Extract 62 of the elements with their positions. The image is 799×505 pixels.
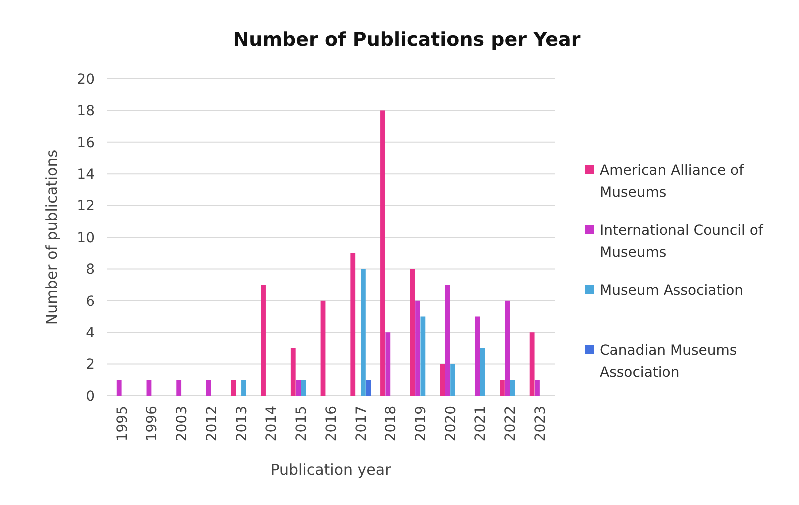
x-tick-label: 2020 [443, 406, 460, 442]
bar [386, 332, 391, 396]
x-tick-label: 1996 [144, 406, 161, 442]
bar [475, 316, 480, 396]
bar [450, 364, 456, 396]
x-tick-label: 2018 [384, 406, 400, 442]
bar [416, 300, 420, 396]
bar [366, 380, 372, 396]
bar [320, 300, 326, 396]
y-tick-label: 8 [86, 262, 95, 278]
bar [146, 380, 152, 396]
bar [505, 300, 510, 396]
bar [296, 380, 302, 396]
chart-title: Number of Publications per Year [233, 29, 582, 51]
bar [231, 380, 236, 396]
x-tick-label: 2021 [473, 406, 490, 442]
x-tick-label: 1995 [114, 406, 131, 442]
bar [510, 380, 516, 396]
y-tick-label: 12 [77, 198, 95, 215]
bar [530, 332, 535, 396]
bar [116, 380, 122, 396]
x-axis-title: Publication year [270, 461, 392, 479]
bar [500, 380, 505, 396]
bar [420, 316, 426, 396]
bar [242, 380, 246, 396]
y-tick-label: 6 [86, 294, 96, 310]
bar [410, 269, 416, 396]
y-tick-label: 4 [86, 326, 96, 342]
bar [206, 380, 212, 396]
x-tick-label: 2022 [503, 406, 520, 442]
x-tick-label: 2003 [174, 406, 191, 442]
y-tick-label: 0 [86, 388, 95, 405]
bar [290, 348, 296, 396]
x-tick-label: 2015 [294, 406, 310, 442]
x-tick-label: 2013 [234, 406, 250, 442]
bar [380, 110, 386, 396]
bar [445, 285, 450, 396]
x-tick-label: 2016 [324, 406, 340, 442]
bar [480, 348, 486, 396]
bar [350, 253, 356, 396]
legend-label: International Council of Museums [600, 222, 764, 261]
y-tick-label: 18 [77, 104, 95, 120]
bar [360, 269, 366, 396]
y-tick-label: 2 [86, 357, 95, 374]
bar [535, 380, 540, 396]
y-axis-title: Number of publications [43, 150, 61, 326]
bar [440, 364, 446, 396]
legend-label: American Alliance of Museums [600, 162, 746, 201]
bar [301, 380, 306, 396]
x-tick-label: 2014 [264, 406, 280, 442]
x-tick-label: 2012 [204, 406, 220, 442]
y-tick-label: 16 [77, 135, 96, 152]
bar [261, 285, 266, 396]
x-tick-label: 2017 [354, 406, 370, 442]
y-tick-label: 20 [77, 72, 95, 88]
legend-label: Museum Association [600, 282, 744, 299]
legend-label: Canadian Museums Association [600, 342, 738, 381]
bar [176, 380, 182, 396]
x-tick-label: 2023 [532, 406, 549, 442]
x-tick-label: 2019 [414, 406, 430, 442]
y-tick-label: 10 [77, 230, 95, 246]
y-tick-label: 14 [77, 167, 96, 183]
